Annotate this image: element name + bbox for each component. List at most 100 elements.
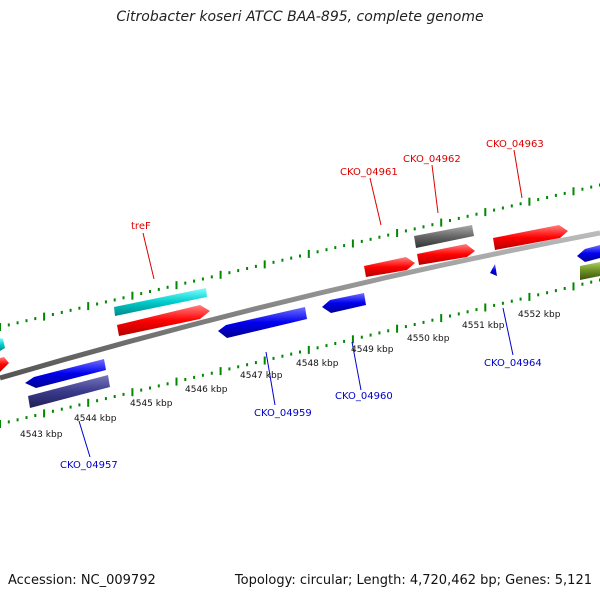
map-title: Citrobacter koseri ATCC BAA-895, complet… bbox=[116, 9, 484, 25]
lower-track-tick bbox=[149, 386, 151, 390]
lower-track-tick bbox=[87, 398, 90, 407]
lower-track-tick bbox=[457, 312, 460, 316]
scale-label: 4543 kbp bbox=[20, 430, 63, 440]
upper-track-tick bbox=[175, 281, 178, 290]
lower-track-tick bbox=[7, 420, 10, 424]
feature-cds-left-edge bbox=[0, 357, 9, 372]
gene-label-forward: treF bbox=[131, 221, 151, 232]
upper-track-tick bbox=[554, 193, 557, 197]
feature-cds-cko-04957 bbox=[25, 359, 106, 388]
lower-track-tick bbox=[140, 388, 143, 392]
lower-track-tick bbox=[554, 289, 557, 293]
leader-cko-04963 bbox=[513, 149, 523, 199]
upper-track-tick bbox=[290, 256, 293, 260]
upper-track-tick bbox=[501, 206, 504, 210]
lower-track-tick bbox=[246, 363, 249, 367]
upper-tick-track bbox=[0, 183, 600, 331]
gene-label-reverse: CKO_04964 bbox=[484, 358, 542, 369]
upper-track-tick bbox=[546, 196, 549, 199]
scale-label: 4552 kbp bbox=[518, 310, 561, 320]
lower-track-tick bbox=[581, 282, 584, 286]
upper-track-tick bbox=[113, 298, 116, 302]
feature-cds-cko-04961 bbox=[364, 257, 415, 277]
upper-track-tick bbox=[440, 218, 443, 227]
scale-label: 4547 kbp bbox=[240, 371, 283, 381]
leader-cko-04960 bbox=[351, 341, 362, 391]
scale-label: 4546 kbp bbox=[185, 385, 228, 395]
lower-track-tick bbox=[281, 354, 284, 358]
leader-cko-04961 bbox=[369, 177, 382, 226]
feature-cds-cko-04964 bbox=[490, 264, 497, 276]
upper-track-tick bbox=[34, 317, 37, 321]
gene-label-reverse: CKO_04959 bbox=[254, 408, 312, 419]
scale-label: 4545 kbp bbox=[130, 399, 173, 409]
upper-track-tick bbox=[590, 185, 593, 189]
upper-track-tick bbox=[131, 291, 134, 300]
upper-track-tick bbox=[387, 233, 390, 237]
lower-track-tick bbox=[60, 407, 63, 411]
lower-track-tick bbox=[528, 292, 531, 301]
lower-track-tick bbox=[131, 388, 134, 397]
upper-track-tick bbox=[25, 319, 28, 323]
lower-track-tick bbox=[537, 293, 540, 297]
lower-track-tick bbox=[307, 345, 310, 354]
upper-track-tick bbox=[140, 292, 143, 296]
feature-pseudo-cko-04962 bbox=[414, 225, 474, 248]
lower-track-tick bbox=[351, 335, 354, 344]
lower-track-tick bbox=[316, 346, 319, 350]
upper-track-tick bbox=[466, 214, 469, 218]
lower-track-tick bbox=[78, 403, 81, 407]
lower-track-tick bbox=[519, 297, 522, 301]
upper-track-tick bbox=[149, 290, 151, 293]
lower-track-tick bbox=[334, 342, 337, 345]
lower-track-tick bbox=[113, 395, 116, 398]
lower-track-tick bbox=[104, 397, 107, 401]
gene-label-forward: CKO_04961 bbox=[340, 167, 398, 178]
lower-track-tick bbox=[343, 339, 346, 343]
upper-track-tick bbox=[519, 202, 522, 206]
upper-track-tick bbox=[69, 308, 72, 312]
upper-track-tick bbox=[228, 271, 231, 275]
lower-track-tick bbox=[387, 329, 390, 333]
feature-cds-cko-04962 bbox=[417, 244, 475, 265]
gene-label-reverse: CKO_04960 bbox=[335, 391, 393, 402]
lower-track-tick bbox=[175, 377, 178, 386]
reverse-features bbox=[25, 245, 600, 408]
lower-track-tick bbox=[210, 371, 213, 375]
upper-track-tick bbox=[325, 248, 328, 252]
lower-track-tick bbox=[228, 367, 231, 371]
upper-track-tick bbox=[351, 239, 354, 248]
lower-track-tick bbox=[43, 409, 46, 418]
scale-label: 4544 kbp bbox=[74, 414, 117, 424]
upper-track-tick bbox=[369, 237, 372, 241]
upper-track-tick bbox=[307, 249, 310, 258]
lower-track-tick bbox=[396, 324, 399, 333]
upper-track-tick bbox=[246, 267, 249, 270]
leader-cko-04964 bbox=[502, 307, 514, 356]
feature-cds-tref bbox=[117, 305, 210, 336]
lower-track-tick bbox=[166, 382, 169, 386]
lower-track-tick bbox=[431, 318, 434, 322]
gene-leader-lines bbox=[78, 149, 523, 458]
feature-cds-cko-04963 bbox=[493, 225, 568, 250]
upper-track-tick bbox=[581, 187, 584, 191]
lower-track-tick bbox=[510, 299, 513, 303]
feature-cds-right-edge bbox=[577, 245, 600, 262]
lower-track-tick bbox=[299, 350, 301, 354]
upper-track-tick bbox=[272, 260, 275, 264]
lower-track-tick bbox=[484, 303, 487, 312]
lower-track-tick bbox=[466, 310, 469, 314]
lower-track-tick bbox=[546, 291, 549, 295]
upper-track-tick bbox=[87, 302, 90, 311]
gene-label-forward: CKO_04962 bbox=[403, 154, 461, 165]
upper-track-tick bbox=[60, 310, 63, 314]
upper-track-tick bbox=[122, 296, 125, 300]
lower-track-tick bbox=[378, 331, 381, 335]
lower-track-tick bbox=[96, 399, 99, 403]
upper-track-tick bbox=[78, 306, 81, 310]
feature-cds-cko-04959 bbox=[218, 307, 307, 338]
lower-track-tick bbox=[122, 392, 125, 396]
upper-track-tick bbox=[0, 323, 1, 331]
lower-track-tick bbox=[51, 409, 54, 413]
